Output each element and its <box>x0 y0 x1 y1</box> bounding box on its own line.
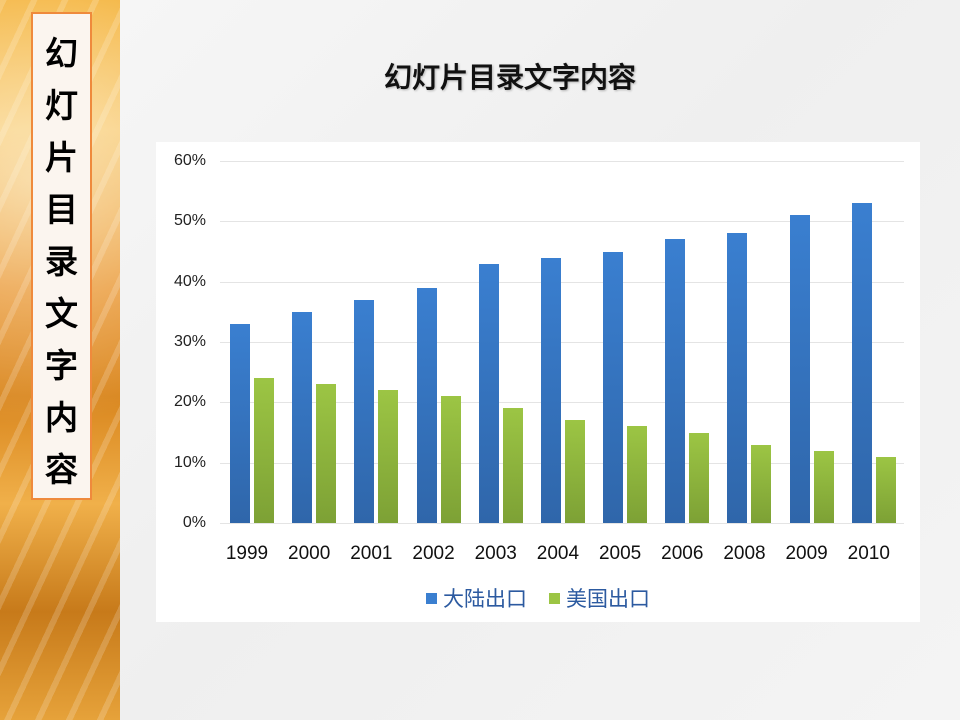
x-tick-label: 2004 <box>536 543 580 564</box>
vertical-title-char: 内 <box>45 398 78 437</box>
bar-mainland-export <box>292 311 313 523</box>
y-tick-label: 30% <box>173 333 206 350</box>
bar-us-export <box>627 426 648 523</box>
y-tick-label: 60% <box>173 152 206 169</box>
vertical-title-char: 文 <box>45 294 78 333</box>
bar-mainland-export <box>851 203 872 523</box>
bar-group <box>344 161 406 523</box>
vertical-title-char: 幻 <box>45 34 78 73</box>
bar-us-export <box>502 408 523 523</box>
gridline <box>220 342 904 343</box>
bar-us-export <box>440 396 461 523</box>
plot-area: 0% 10% 20% 30% 40% 50% 60% <box>174 152 904 531</box>
bar-group <box>842 161 904 523</box>
x-tick-label: 2006 <box>661 543 704 564</box>
vertical-title-char: 录 <box>45 242 78 281</box>
y-tick-label: 10% <box>173 453 206 471</box>
vertical-title-char: 目 <box>45 190 78 229</box>
vertical-title-char: 片 <box>45 138 78 177</box>
bar-mainland-export <box>540 257 561 523</box>
bar-us-export <box>751 444 772 523</box>
bar-us-export <box>564 420 585 523</box>
x-tick-label: 2003 <box>474 543 517 564</box>
bar-us-export <box>875 456 896 523</box>
x-tick-label: 2000 <box>288 543 331 564</box>
bar-group <box>407 161 469 523</box>
slide-title: 幻灯片目录文字内容 <box>383 61 636 94</box>
y-tick-label: 50% <box>173 212 206 230</box>
bar-mainland-export <box>230 323 250 523</box>
chart-card: 0% 10% 20% 30% 40% 50% 60% 1999 2000 2001 2002 200… <box>156 142 920 622</box>
x-tick-label: 2002 <box>412 543 455 564</box>
bar-us-export <box>316 384 337 523</box>
gridline <box>220 402 904 404</box>
bar-group <box>469 161 531 523</box>
bar-mainland-export <box>354 299 375 523</box>
bar-mainland-export <box>727 233 748 523</box>
chart-legend: 大陆出口 美国出口 <box>156 583 920 613</box>
bar-mainland-export <box>603 251 624 523</box>
legend-label: 大陆出口 <box>443 587 527 611</box>
gridline <box>220 462 904 464</box>
bar-us-export <box>254 378 274 523</box>
bar-group <box>531 161 593 523</box>
vertical-title-char: 字 <box>45 346 78 385</box>
gridline <box>220 221 904 223</box>
bar-group <box>593 161 655 523</box>
gridline <box>220 161 904 162</box>
y-tick-label: 40% <box>173 272 206 290</box>
gridline <box>220 523 904 524</box>
bar-mainland-export <box>416 287 437 523</box>
x-tick-label: 2005 <box>598 543 642 564</box>
bar-group <box>717 161 779 523</box>
vertical-title-char: 灯 <box>45 86 78 125</box>
x-tick-label: 2010 <box>847 543 890 564</box>
legend-label: 美国出口 <box>566 587 650 611</box>
bar-group <box>282 161 344 523</box>
bar-us-export <box>813 450 834 523</box>
x-tick-label: 2009 <box>785 543 828 564</box>
x-tick-label: 1999 <box>225 543 269 564</box>
bar-group <box>780 161 842 523</box>
y-tick-label: 0% <box>182 514 206 531</box>
legend-swatch-icon <box>426 592 437 604</box>
bar-group <box>220 161 282 523</box>
legend-item: 大陆出口 <box>426 583 527 613</box>
x-tick-label: 2008 <box>723 543 766 564</box>
x-tick-label: 2001 <box>350 543 393 564</box>
gridline <box>220 281 904 283</box>
y-tick-label: 20% <box>173 393 206 411</box>
bar-mainland-export <box>665 239 686 523</box>
legend-item: 美国出口 <box>549 583 650 613</box>
bar-mainland-export <box>789 215 810 523</box>
vertical-title-char: 容 <box>45 450 78 489</box>
bar-group <box>655 161 717 523</box>
legend-swatch-icon <box>549 592 560 604</box>
bar-us-export <box>378 390 399 523</box>
bar-mainland-export <box>478 263 499 523</box>
bar-us-export <box>689 432 710 523</box>
vertical-title-box: 幻灯片目录文字内容 <box>31 12 92 500</box>
